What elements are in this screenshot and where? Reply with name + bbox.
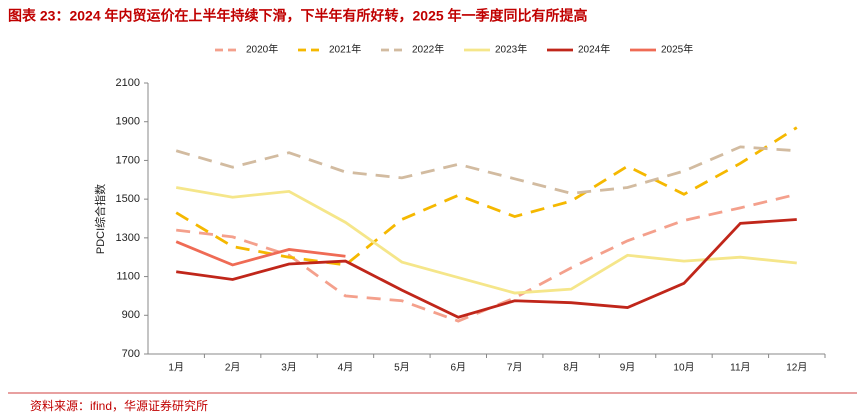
x-tick-label: 9月 bbox=[620, 362, 636, 374]
line-series bbox=[175, 186, 797, 295]
y-tick-label: 900 bbox=[122, 309, 140, 321]
legend-label: 2023年 bbox=[495, 43, 527, 56]
y-tick-label: 2100 bbox=[116, 77, 140, 89]
line-series bbox=[175, 126, 798, 267]
y-tick-label: 700 bbox=[122, 348, 140, 360]
legend-label: 2022年 bbox=[412, 43, 444, 56]
x-tick-label: 10月 bbox=[673, 362, 694, 374]
x-tick-label: 5月 bbox=[394, 362, 410, 374]
x-tick-label: 11月 bbox=[730, 362, 750, 374]
legend-label: 2024年 bbox=[578, 43, 610, 56]
y-tick-label: 1700 bbox=[116, 154, 140, 166]
line-series bbox=[175, 240, 346, 267]
x-tick-label: 4月 bbox=[338, 362, 354, 374]
y-axis-label: PDCI综合指数 bbox=[93, 184, 107, 254]
y-tick-label: 1500 bbox=[116, 193, 140, 205]
legend-label: 2025年 bbox=[661, 43, 693, 56]
legend-label: 2020年 bbox=[246, 43, 278, 56]
x-tick-label: 8月 bbox=[563, 362, 579, 374]
y-tick-label: 1300 bbox=[116, 232, 140, 244]
y-tick-label: 1100 bbox=[116, 270, 140, 282]
line-series bbox=[176, 192, 798, 323]
y-tick-label: 1900 bbox=[116, 116, 140, 128]
x-tick-label: 12月 bbox=[786, 362, 807, 374]
x-tick-label: 1月 bbox=[168, 362, 184, 374]
line-series bbox=[175, 145, 797, 195]
x-tick-label: 6月 bbox=[451, 362, 467, 374]
line-series bbox=[176, 218, 797, 319]
x-tick-label: 7月 bbox=[507, 362, 523, 374]
x-tick-label: 2月 bbox=[225, 362, 241, 374]
source: 资料来源：ifind，华源证券研究所 bbox=[30, 398, 208, 413]
chart-title: 图表 23：2024 年内贸运价在上半年持续下滑，下半年有所好转，2025 年一… bbox=[8, 8, 588, 24]
x-tick-label: 3月 bbox=[281, 362, 297, 374]
legend-label: 2021年 bbox=[329, 43, 361, 56]
